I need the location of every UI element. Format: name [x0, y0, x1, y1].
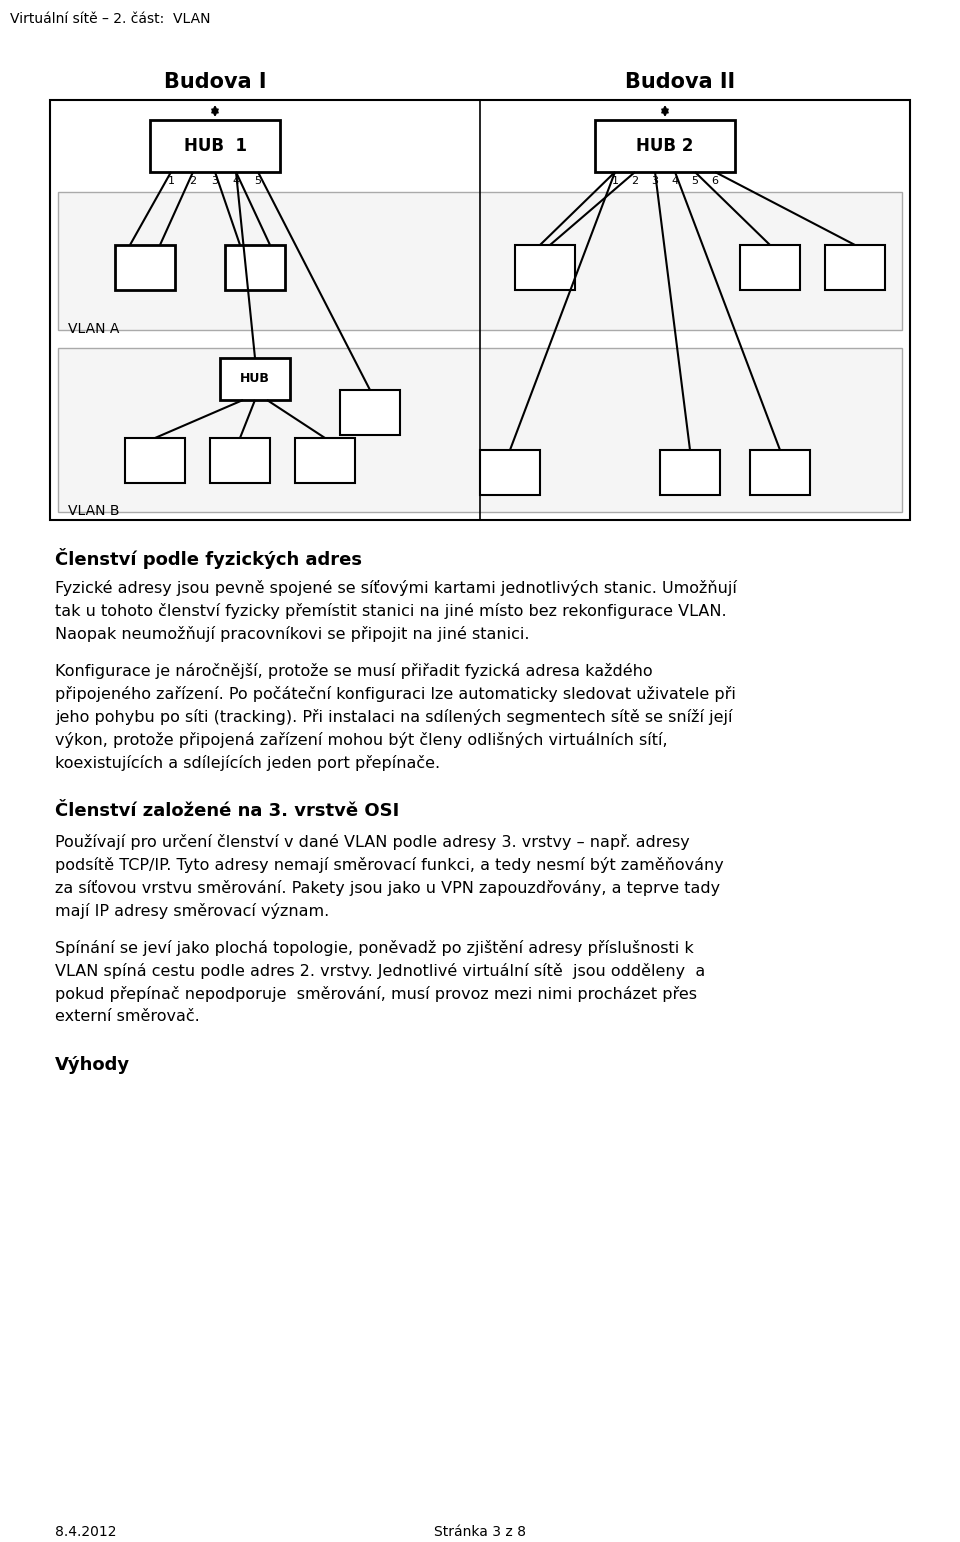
Text: pokud přepínač nepodporuje  směrování, musí provoz mezi nimi procházet přes: pokud přepínač nepodporuje směrování, mu… — [55, 985, 697, 1002]
Text: 8.4.2012: 8.4.2012 — [55, 1525, 116, 1539]
Text: HUB 2: HUB 2 — [636, 137, 694, 156]
Text: Virtuální sítě – 2. část:  VLAN: Virtuální sítě – 2. část: VLAN — [10, 12, 210, 26]
Text: Používají pro určení členství v dané VLAN podle adresy 3. vrstvy – např. adresy: Používají pro určení členství v dané VLA… — [55, 834, 689, 850]
Bar — [750, 450, 810, 495]
Text: jeho pohybu po síti (tracking). Při instalaci na sdílených segmentech sítě se sn: jeho pohybu po síti (tracking). Při inst… — [55, 709, 732, 725]
Text: mají IP adresy směrovací význam.: mají IP adresy směrovací význam. — [55, 904, 329, 919]
Bar — [480, 450, 540, 495]
Text: Konfigurace je náročnější, protože se musí přiřadit fyzická adresa každého: Konfigurace je náročnější, protože se mu… — [55, 663, 653, 678]
Text: VLAN B: VLAN B — [68, 504, 119, 518]
Bar — [660, 450, 720, 495]
Bar — [825, 245, 885, 290]
Bar — [58, 193, 902, 330]
Text: Budova I: Budova I — [164, 72, 266, 93]
Bar — [595, 120, 735, 173]
Bar — [515, 245, 575, 290]
Text: 4: 4 — [671, 176, 679, 187]
Text: 2: 2 — [632, 176, 638, 187]
Bar — [58, 348, 902, 512]
Text: 1: 1 — [612, 176, 618, 187]
Bar — [150, 120, 280, 173]
Text: Naopak neumožňují pracovníkovi se připojit na jiné stanici.: Naopak neumožňují pracovníkovi se připoj… — [55, 626, 530, 641]
Text: Výhody: Výhody — [55, 1056, 131, 1073]
Text: 6: 6 — [711, 176, 718, 187]
Text: Budova II: Budova II — [625, 72, 735, 93]
Text: 2: 2 — [189, 176, 197, 187]
Text: Spínání se jeví jako plochá topologie, poněvadž po zjištění adresy příslušnosti : Spínání se jeví jako plochá topologie, p… — [55, 941, 694, 956]
Text: HUB  1: HUB 1 — [183, 137, 247, 156]
Text: 4: 4 — [232, 176, 240, 187]
Text: Fyzické adresy jsou pevně spojené se síťovými kartami jednotlivých stanic. Umožň: Fyzické adresy jsou pevně spojené se síť… — [55, 580, 737, 597]
Bar — [210, 438, 270, 483]
Text: VLAN A: VLAN A — [68, 322, 119, 336]
Bar — [295, 438, 355, 483]
Text: externí směrovač.: externí směrovač. — [55, 1008, 200, 1024]
Text: 1: 1 — [167, 176, 175, 187]
Text: 5: 5 — [691, 176, 699, 187]
Text: výkon, protože připojená zařízení mohou být členy odlišných virtuálních sítí,: výkon, protože připojená zařízení mohou … — [55, 732, 667, 748]
Text: Členství založené na 3. vrstvě OSI: Členství založené na 3. vrstvě OSI — [55, 802, 399, 820]
Text: za síťovou vrstvu směrování. Pakety jsou jako u VPN zapouzdřovány, a teprve tady: za síťovou vrstvu směrování. Pakety jsou… — [55, 880, 720, 896]
Text: koexistujících a sdílejících jeden port přepínače.: koexistujících a sdílejících jeden port … — [55, 756, 440, 771]
Bar — [50, 100, 910, 520]
Bar — [225, 245, 285, 290]
Text: VLAN spíná cestu podle adres 2. vrstvy. Jednotlivé virtuální sítě  jsou odděleny: VLAN spíná cestu podle adres 2. vrstvy. … — [55, 964, 706, 979]
Bar — [340, 390, 400, 435]
Text: Členství podle fyzických adres: Členství podle fyzických adres — [55, 547, 362, 569]
Bar — [115, 245, 175, 290]
Bar — [220, 358, 290, 399]
Text: tak u tohoto členství fyzicky přemístit stanici na jiné místo bez rekonfigurace : tak u tohoto členství fyzicky přemístit … — [55, 603, 727, 618]
Bar — [125, 438, 185, 483]
Text: Stránka 3 z 8: Stránka 3 z 8 — [434, 1525, 526, 1539]
Text: připojeného zařízení. Po počáteční konfiguraci lze automaticky sledovat uživatel: připojeného zařízení. Po počáteční konfi… — [55, 686, 736, 702]
Text: 5: 5 — [254, 176, 261, 187]
Text: HUB: HUB — [240, 373, 270, 386]
Text: 3: 3 — [211, 176, 219, 187]
Text: podsítě TCP/IP. Tyto adresy nemají směrovací funkci, a tedy nesmí být zaměňovány: podsítě TCP/IP. Tyto adresy nemají směro… — [55, 857, 724, 873]
Bar — [740, 245, 800, 290]
Text: 3: 3 — [652, 176, 659, 187]
